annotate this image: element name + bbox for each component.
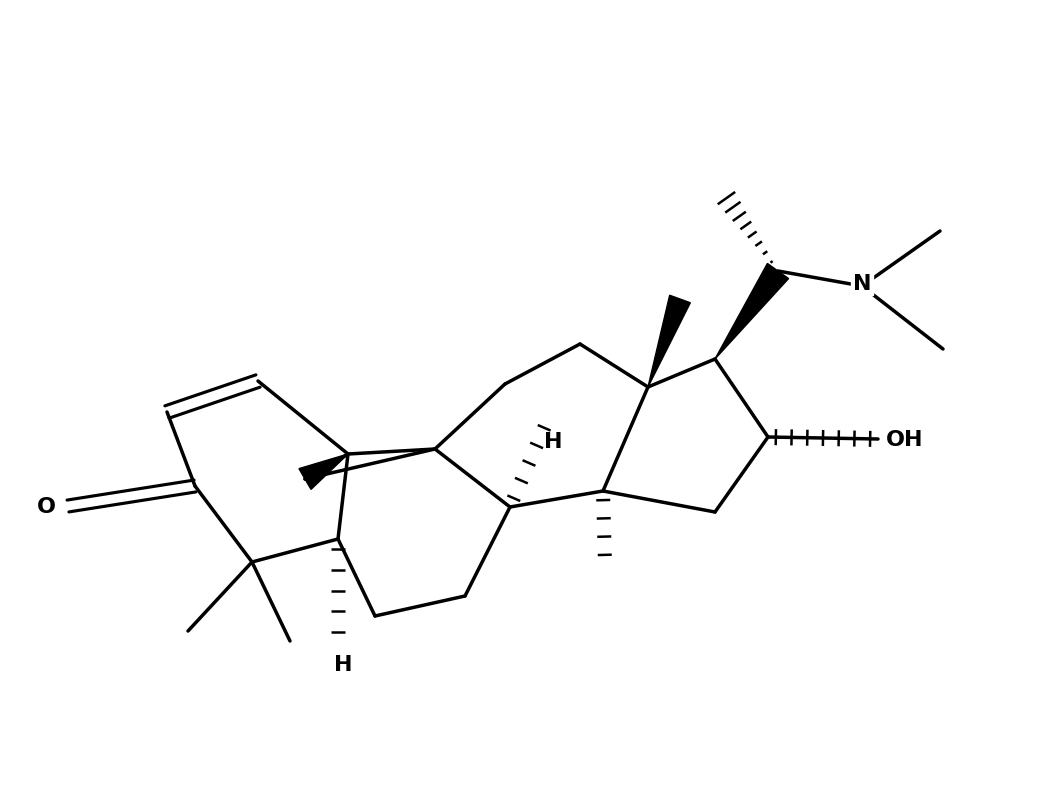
- Text: OH: OH: [886, 430, 923, 450]
- Polygon shape: [715, 264, 788, 360]
- Polygon shape: [648, 296, 691, 388]
- Text: H: H: [544, 431, 562, 451]
- Text: H: H: [333, 654, 352, 675]
- Text: N: N: [853, 274, 871, 294]
- Polygon shape: [299, 454, 348, 490]
- Text: O: O: [37, 496, 56, 516]
